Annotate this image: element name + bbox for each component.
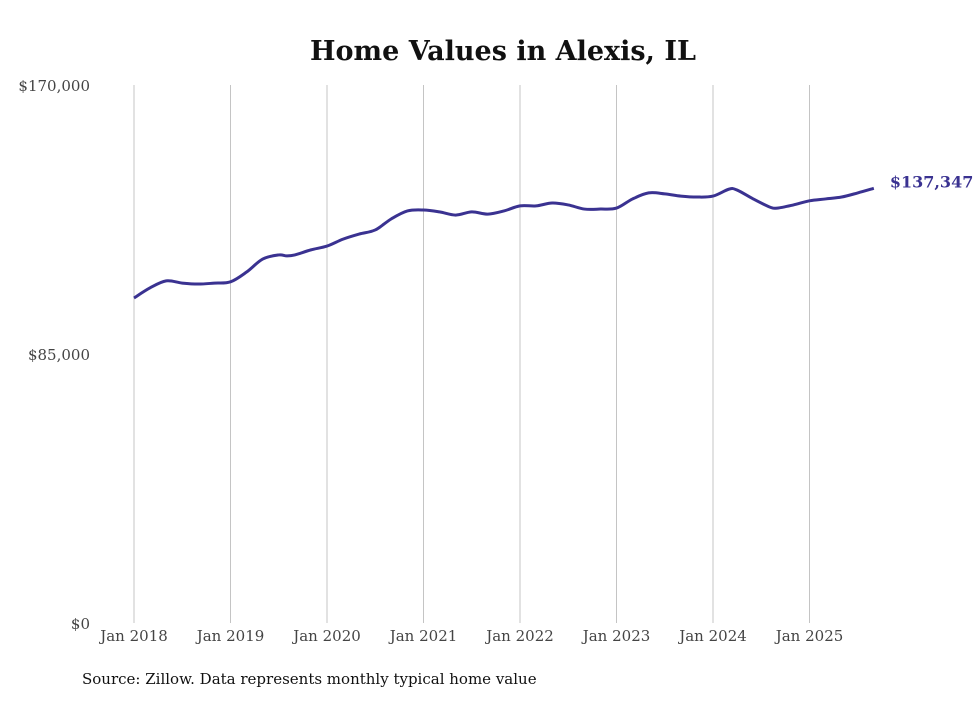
chart-title: Home Values in Alexis, IL (310, 36, 696, 67)
x-tick-label: Jan 2024 (677, 627, 747, 645)
x-tick-label: Jan 2023 (581, 627, 651, 645)
y-tick-label: $170,000 (18, 77, 90, 95)
y-tick-label: $0 (71, 615, 90, 633)
end-value-label: $137,347 (890, 172, 974, 191)
source-note: Source: Zillow. Data represents monthly … (82, 670, 537, 688)
x-tick-label: Jan 2020 (291, 627, 361, 645)
x-tick-label: Jan 2021 (388, 627, 458, 645)
x-tick-label: Jan 2025 (774, 627, 844, 645)
y-tick-label: $85,000 (28, 346, 90, 364)
series-line (133, 186, 875, 300)
x-tick-label: Jan 2018 (98, 627, 168, 645)
x-tick-label: Jan 2022 (484, 627, 554, 645)
x-tick-label: Jan 2019 (195, 627, 265, 645)
